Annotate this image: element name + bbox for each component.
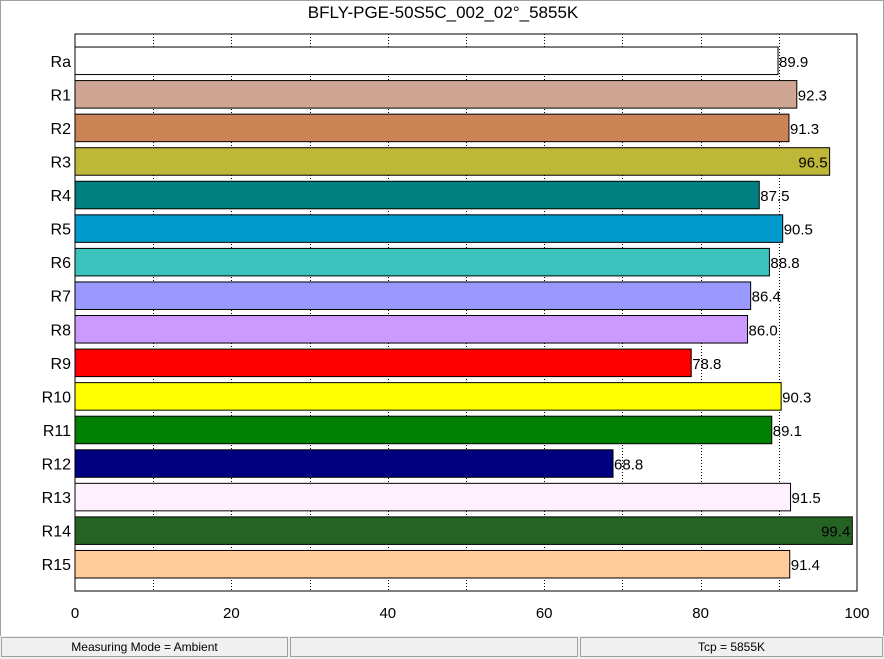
category-label: R14 bbox=[42, 524, 71, 541]
category-label: R1 bbox=[51, 87, 72, 104]
data-label: 89.1 bbox=[773, 423, 802, 440]
x-tick-label: 40 bbox=[379, 605, 396, 622]
bar bbox=[74, 382, 782, 411]
category-label: R2 bbox=[51, 121, 72, 138]
data-label: 90.3 bbox=[782, 389, 811, 406]
bar bbox=[74, 449, 614, 478]
category-label: R12 bbox=[42, 457, 71, 474]
category-label: R6 bbox=[51, 255, 72, 272]
bar bbox=[74, 46, 779, 76]
data-label: 91.5 bbox=[792, 490, 821, 507]
data-label: 86.4 bbox=[752, 289, 781, 306]
status-bar: Measuring Mode = Ambient Tcp = 5855K bbox=[0, 636, 884, 659]
data-label: 90.5 bbox=[784, 222, 813, 239]
data-label: 88.8 bbox=[770, 255, 799, 272]
bar bbox=[74, 549, 791, 579]
bar bbox=[74, 516, 853, 545]
category-label: R5 bbox=[51, 222, 72, 239]
bar bbox=[74, 348, 692, 378]
x-tick-label: 80 bbox=[692, 605, 709, 622]
category-label: Ra bbox=[51, 54, 72, 71]
status-middle bbox=[290, 637, 578, 657]
category-label: R15 bbox=[42, 557, 71, 574]
bar bbox=[74, 415, 773, 445]
x-tick-label: 20 bbox=[223, 605, 240, 622]
category-label: R11 bbox=[43, 423, 71, 440]
bar bbox=[74, 281, 752, 310]
status-tcp: Tcp = 5855K bbox=[580, 637, 883, 657]
chart-title: BFLY-PGE-50S5C_002_02°_5855K bbox=[307, 3, 579, 22]
bar bbox=[74, 315, 749, 344]
bar bbox=[74, 147, 831, 176]
x-tick-label: 100 bbox=[844, 605, 869, 622]
category-label: R9 bbox=[51, 356, 72, 373]
category-label: R3 bbox=[51, 154, 72, 171]
bar bbox=[74, 80, 798, 109]
x-tick-label: 60 bbox=[536, 605, 553, 622]
data-label: 99.4 bbox=[821, 524, 850, 541]
bar bbox=[74, 214, 784, 243]
category-label: R13 bbox=[42, 490, 71, 507]
data-label: 78.8 bbox=[692, 356, 721, 373]
category-label: R7 bbox=[51, 289, 72, 306]
data-label: 68.8 bbox=[614, 457, 643, 474]
category-label: R8 bbox=[51, 322, 72, 339]
bar bbox=[74, 113, 790, 143]
data-label: 91.3 bbox=[790, 121, 819, 138]
status-measuring-mode: Measuring Mode = Ambient bbox=[1, 637, 288, 657]
bar bbox=[74, 180, 760, 210]
data-label: 91.4 bbox=[791, 557, 820, 574]
data-label: 96.5 bbox=[798, 154, 827, 171]
category-label: R4 bbox=[51, 188, 72, 205]
bar bbox=[74, 247, 770, 277]
data-label: 89.9 bbox=[779, 54, 808, 71]
data-label: 87.5 bbox=[760, 188, 789, 205]
category-label: R10 bbox=[42, 389, 71, 406]
bar-chart: 0 20 40 60 80 100 Ra 89.9 R1 92.3 R2 91.3 R3 96.5 R4 87… bbox=[42, 33, 870, 622]
x-tick-label: 0 bbox=[71, 605, 79, 622]
bar bbox=[74, 482, 792, 512]
data-label: 86.0 bbox=[749, 322, 778, 339]
data-label: 92.3 bbox=[798, 87, 827, 104]
